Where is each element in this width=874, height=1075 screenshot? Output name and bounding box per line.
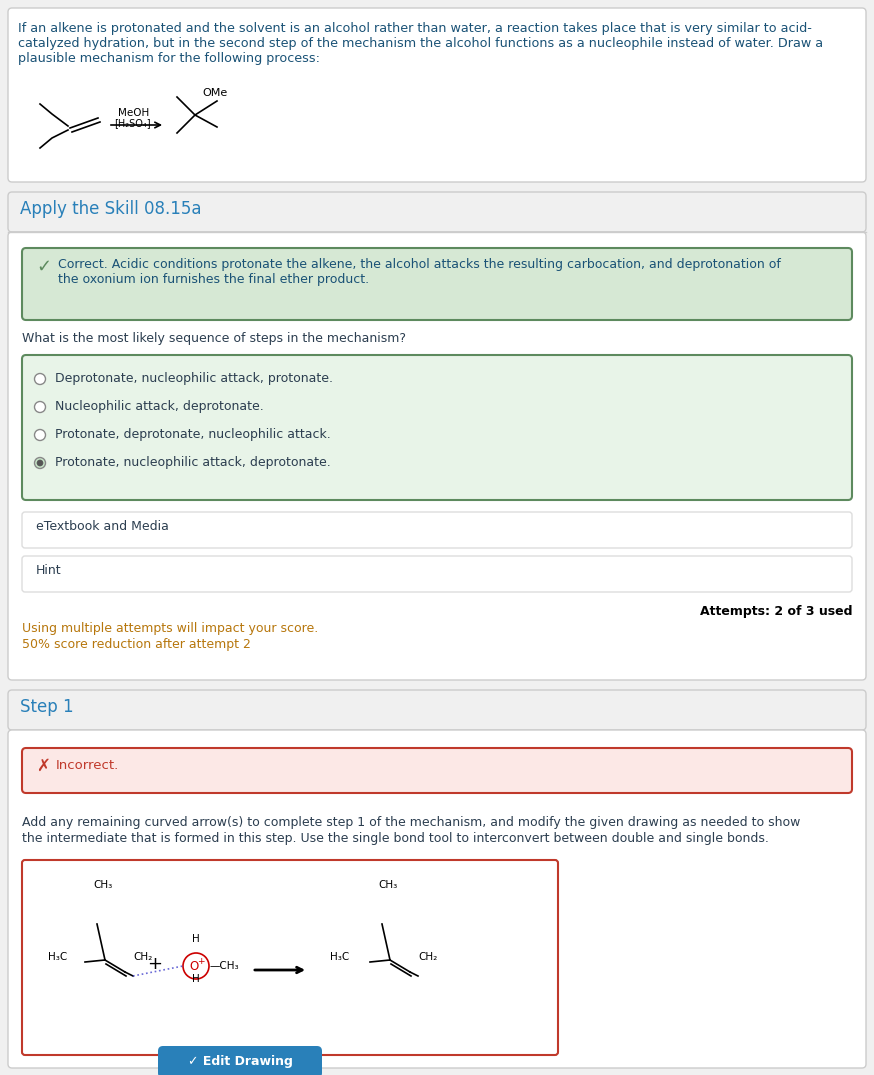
Text: H₃C: H₃C	[330, 952, 350, 962]
Text: What is the most likely sequence of steps in the mechanism?: What is the most likely sequence of step…	[22, 332, 406, 345]
Text: eTextbook and Media: eTextbook and Media	[36, 520, 169, 533]
FancyBboxPatch shape	[158, 1046, 322, 1075]
Text: plausible mechanism for the following process:: plausible mechanism for the following pr…	[18, 52, 320, 64]
Text: ✗: ✗	[36, 757, 50, 775]
Text: CH₂: CH₂	[418, 952, 437, 962]
Text: ✓: ✓	[36, 258, 51, 276]
Text: +: +	[148, 955, 163, 973]
Text: Hint: Hint	[36, 564, 62, 577]
FancyBboxPatch shape	[22, 512, 852, 548]
FancyBboxPatch shape	[22, 248, 852, 320]
FancyBboxPatch shape	[22, 556, 852, 592]
FancyBboxPatch shape	[8, 690, 866, 730]
Text: H: H	[192, 974, 200, 984]
Text: the oxonium ion furnishes the final ether product.: the oxonium ion furnishes the final ethe…	[58, 273, 369, 286]
FancyBboxPatch shape	[8, 730, 866, 1067]
Text: If an alkene is protonated and the solvent is an alcohol rather than water, a re: If an alkene is protonated and the solve…	[18, 22, 812, 35]
Text: Step 1: Step 1	[20, 698, 73, 716]
FancyBboxPatch shape	[8, 192, 866, 232]
Text: +: +	[198, 957, 205, 965]
FancyBboxPatch shape	[22, 860, 558, 1055]
Text: H: H	[192, 934, 200, 944]
Text: 50% score reduction after attempt 2: 50% score reduction after attempt 2	[22, 637, 251, 651]
Text: [H₂SO₄]: [H₂SO₄]	[114, 118, 150, 128]
Text: Incorrect.: Incorrect.	[56, 759, 119, 772]
Circle shape	[34, 430, 45, 441]
Text: Attempts: 2 of 3 used: Attempts: 2 of 3 used	[699, 605, 852, 618]
FancyBboxPatch shape	[22, 748, 852, 793]
Text: CH₂: CH₂	[133, 952, 152, 962]
FancyBboxPatch shape	[8, 8, 866, 182]
Circle shape	[37, 460, 43, 465]
Circle shape	[34, 458, 45, 469]
Text: the intermediate that is formed in this step. Use the single bond tool to interc: the intermediate that is formed in this …	[22, 832, 769, 845]
Text: Add any remaining curved arrow(s) to complete step 1 of the mechanism, and modif: Add any remaining curved arrow(s) to com…	[22, 816, 801, 829]
Text: CH₃: CH₃	[94, 880, 113, 890]
Text: Protonate, nucleophilic attack, deprotonate.: Protonate, nucleophilic attack, deproton…	[55, 456, 330, 469]
Text: O: O	[190, 960, 198, 973]
FancyBboxPatch shape	[22, 355, 852, 500]
Text: catalyzed hydration, but in the second step of the mechanism the alcohol functio: catalyzed hydration, but in the second s…	[18, 37, 823, 51]
Circle shape	[34, 373, 45, 385]
Text: Nucleophilic attack, deprotonate.: Nucleophilic attack, deprotonate.	[55, 400, 264, 413]
Text: Apply the Skill 08.15a: Apply the Skill 08.15a	[20, 200, 202, 218]
Text: ✓ Edit Drawing: ✓ Edit Drawing	[188, 1056, 293, 1069]
FancyBboxPatch shape	[8, 232, 866, 680]
Circle shape	[34, 401, 45, 413]
Text: Deprotonate, nucleophilic attack, protonate.: Deprotonate, nucleophilic attack, proton…	[55, 372, 333, 385]
Text: CH₃: CH₃	[378, 880, 398, 890]
Text: Correct. Acidic conditions protonate the alkene, the alcohol attacks the resulti: Correct. Acidic conditions protonate the…	[58, 258, 780, 271]
Text: H₃C: H₃C	[48, 952, 67, 962]
Text: OMe: OMe	[202, 88, 227, 98]
Text: MeOH: MeOH	[118, 108, 149, 118]
Text: Using multiple attempts will impact your score.: Using multiple attempts will impact your…	[22, 622, 318, 635]
Text: —CH₃: —CH₃	[209, 961, 239, 971]
Text: Protonate, deprotonate, nucleophilic attack.: Protonate, deprotonate, nucleophilic att…	[55, 428, 330, 441]
